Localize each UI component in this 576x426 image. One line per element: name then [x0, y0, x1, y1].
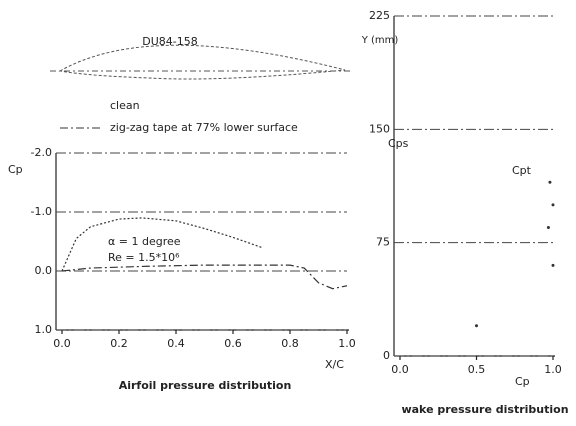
- x-tick-label: 0.6: [224, 337, 242, 350]
- x-tick-label: 0.5: [468, 363, 486, 376]
- y-tick-label: 225: [369, 9, 390, 22]
- chart-title: wake pressure distribution: [401, 403, 568, 416]
- x-axis-label: X/C: [325, 358, 344, 371]
- annotation: Cps: [388, 137, 409, 150]
- legend-label: clean: [110, 99, 140, 112]
- y-tick-label: 0: [383, 349, 390, 362]
- x-tick-label: 0.2: [110, 337, 128, 350]
- data-point: [475, 324, 478, 328]
- y-axis-label: Y (mm): [361, 35, 399, 46]
- airfoil-shape: [58, 44, 346, 80]
- x-tick-label: 0.8: [281, 337, 299, 350]
- data-point: [548, 180, 552, 184]
- x-tick-label: 0.0: [53, 337, 71, 350]
- x-tick-label: 1.0: [338, 337, 356, 350]
- x-axis-label: Cp: [515, 375, 530, 388]
- data-line: [61, 217, 262, 272]
- y-tick-label: -2.0: [31, 146, 52, 159]
- annotation: Re = 1.5*10⁶: [108, 251, 180, 264]
- x-tick-label: 0.0: [391, 363, 409, 376]
- legend-label: zig-zag tape at 77% lower surface: [110, 121, 298, 134]
- chart-title: Airfoil pressure distribution: [119, 379, 292, 392]
- data-line: [61, 264, 348, 290]
- airfoil-label: DU84-158: [142, 35, 197, 48]
- data-point: [551, 203, 555, 207]
- y-axis-label: Cp: [8, 163, 23, 176]
- annotation: α = 1 degree: [108, 235, 181, 248]
- data-point: [546, 226, 550, 230]
- y-tick-label: -1.0: [31, 205, 52, 218]
- y-tick-label: 1.0: [35, 323, 53, 336]
- y-tick-label: 0.0: [35, 264, 53, 277]
- x-tick-label: 1.0: [544, 363, 562, 376]
- data-point: [551, 263, 555, 267]
- y-tick-label: 150: [369, 122, 390, 135]
- y-tick-label: 75: [376, 236, 390, 249]
- annotation: Cpt: [512, 164, 532, 177]
- x-tick-label: 0.4: [167, 337, 185, 350]
